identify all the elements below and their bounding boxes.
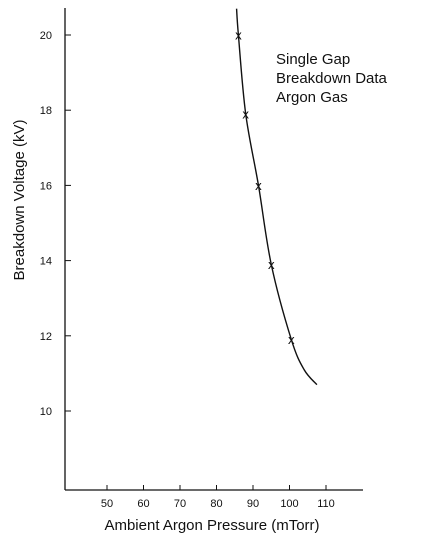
- y-tick-label: 18: [40, 105, 52, 117]
- x-tick-label: 70: [174, 498, 186, 510]
- x-axis: 50 60 70 80 90 100 110: [65, 485, 363, 510]
- data-point-marker: x: [255, 179, 262, 193]
- annotation-line-1: Single Gap: [276, 51, 350, 68]
- y-tick-label: 12: [40, 331, 52, 343]
- data-markers: x x x x x: [235, 29, 295, 348]
- x-tick-label: 100: [280, 498, 298, 510]
- data-point-marker: x: [268, 258, 275, 272]
- x-axis-title: Ambient Argon Pressure (mTorr): [104, 517, 319, 534]
- y-ticks: 10 12 14 16 18 20: [40, 30, 71, 418]
- annotation-box: Single Gap Breakdown Data Argon Gas: [276, 51, 388, 106]
- x-tick-label: 110: [317, 498, 335, 510]
- y-axis-title: Breakdown Voltage (kV): [11, 120, 28, 281]
- x-tick-label: 80: [210, 498, 222, 510]
- x-ticks: 50 60 70 80 90 100 110: [101, 485, 335, 510]
- x-tick-label: 50: [101, 498, 113, 510]
- y-tick-label: 20: [40, 30, 52, 42]
- y-axis: 10 12 14 16 18 20: [40, 8, 71, 490]
- y-tick-label: 16: [40, 180, 52, 192]
- fit-curve: [235, 8, 318, 386]
- data-point-marker: x: [235, 29, 242, 43]
- data-point-marker: x: [288, 333, 295, 347]
- annotation-line-2: Breakdown Data: [276, 70, 388, 87]
- x-tick-label: 60: [137, 498, 149, 510]
- annotation-line-3: Argon Gas: [276, 89, 348, 106]
- data-point-marker: x: [242, 107, 249, 121]
- x-tick-label: 90: [247, 498, 259, 510]
- y-tick-label: 10: [40, 406, 52, 418]
- y-tick-label: 14: [40, 256, 52, 268]
